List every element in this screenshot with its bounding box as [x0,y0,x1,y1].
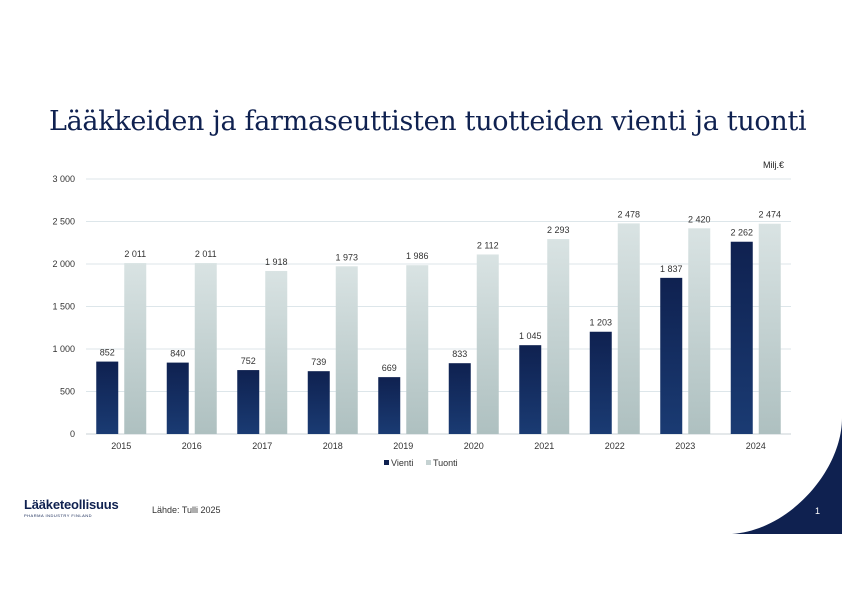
bar-tuonti [476,254,499,434]
bar-tuonti [194,263,217,434]
data-label-vienti: 833 [452,349,467,359]
legend: Vienti Tuonti [384,458,458,468]
bar-vienti [589,331,612,434]
legend-swatch-tuonti [426,460,431,465]
legend-label-tuonti: Tuonti [433,458,458,468]
data-label-tuonti: 2 112 [477,240,499,250]
x-tick-label: 2024 [746,441,766,451]
x-tick-label: 2015 [111,441,131,451]
bar-vienti [730,241,753,434]
bar-tuonti [265,270,288,434]
data-label-tuonti: 1 986 [406,251,429,261]
data-label-tuonti: 2 474 [758,210,781,220]
y-tick-label: 500 [60,387,75,397]
logo: Lääketeollisuus PHARMA INDUSTRY FINLAND [24,497,134,519]
bar-vienti [660,277,683,434]
data-label-tuonti: 2 420 [688,214,711,224]
bar-tuonti [617,223,640,434]
y-tick-label: 1 000 [52,344,75,354]
bar-vienti [237,370,260,434]
legend-swatch-vienti [384,460,389,465]
page-number: 1 [815,506,821,516]
bar-vienti [166,362,189,434]
data-label-tuonti: 1 973 [335,252,358,262]
data-label-tuonti: 1 918 [265,257,288,267]
bar-vienti [448,363,471,434]
data-label-tuonti: 2 293 [547,225,570,235]
bar-vienti [378,377,401,434]
bar-tuonti [758,223,781,434]
y-tick-label: 0 [70,429,75,439]
x-tick-label: 2017 [252,441,272,451]
axes: 0 500 1 000 1 500 2 000 2 500 3 000 2015 2016 201… [52,174,765,451]
x-tick-label: 2020 [464,441,484,451]
y-tick-label: 3 000 [52,174,75,184]
data-label-vienti: 852 [100,348,115,358]
logo-tagline: PHARMA INDUSTRY FINLAND [24,513,93,518]
x-tick-label: 2021 [534,441,554,451]
bar-tuonti [688,228,711,434]
bar-tuonti [406,265,429,434]
logo-text: Lääketeollisuus [24,497,119,512]
x-tick-label: 2023 [675,441,695,451]
data-label-tuonti: 2 011 [195,249,217,259]
x-tick-label: 2019 [393,441,413,451]
x-tick-label: 2022 [605,441,625,451]
bar-vienti [307,371,330,434]
data-label-vienti: 2 262 [730,228,753,238]
data-label-vienti: 1 045 [519,331,542,341]
data-label-vienti: 752 [241,356,256,366]
data-label-vienti: 1 837 [660,264,683,274]
bar-tuonti [124,263,147,434]
data-label-vienti: 669 [382,363,397,373]
unit-label: Milj.€ [762,160,784,170]
y-tick-label: 2 000 [52,259,75,269]
bar-vienti [519,345,542,434]
x-tick-label: 2016 [182,441,202,451]
bar-tuonti [547,239,570,434]
bar-vienti [96,361,119,434]
data-label-tuonti: 2 478 [617,209,640,219]
x-tick-label: 2018 [323,441,343,451]
legend-label-vienti: Vienti [391,458,413,468]
data-label-vienti: 840 [170,349,185,359]
data-labels: 852 2 011 840 2 011 752 1 918 739 1 973 669 1 986… [100,209,781,373]
y-tick-label: 1 500 [52,302,75,312]
y-tick-label: 2 500 [52,217,75,227]
data-label-vienti: 1 203 [589,318,612,328]
source-note: Lähde: Tulli 2025 [152,505,221,515]
bar-tuonti [335,266,358,434]
page-title: Lääkkeiden ja farmaseuttisten tuotteiden… [49,106,807,137]
data-label-vienti: 739 [311,357,326,367]
bars [96,223,781,434]
data-label-tuonti: 2 011 [124,249,146,259]
